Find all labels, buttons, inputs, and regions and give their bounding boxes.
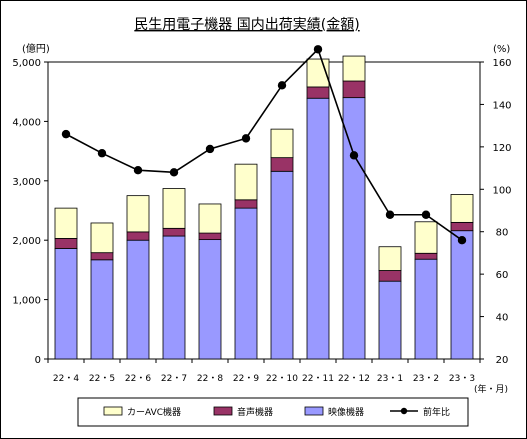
bar-video xyxy=(126,239,150,360)
point-yoy xyxy=(133,165,143,175)
x-tick-label: 22・7 xyxy=(161,374,187,384)
y-left-tick-label: 2,000 xyxy=(12,236,41,247)
x-tick-label: 22・12 xyxy=(338,374,370,384)
legend-label-yoy: 前年比 xyxy=(423,406,450,418)
x-tick-label: 22・6 xyxy=(125,374,151,384)
y-left-tick-label: 0 xyxy=(35,355,41,366)
bar-audio xyxy=(234,199,258,209)
bar-video xyxy=(162,235,186,360)
x-tick-label: 23・3 xyxy=(449,374,475,384)
y-right-tick-label: 140 xyxy=(492,100,511,111)
y-left-tick-label: 5,000 xyxy=(12,58,41,69)
bar-car-avc xyxy=(54,207,78,239)
bar-video xyxy=(342,97,366,360)
chart-title: 民生用電子機器 国内出荷実績(金額) xyxy=(134,17,359,33)
x-tick-label: 22・9 xyxy=(233,374,259,384)
bar-car-avc xyxy=(234,163,258,201)
y-right-tick-label: 60 xyxy=(496,270,509,281)
x-tick-label: 23・1 xyxy=(377,374,403,384)
legend-marker-yoy xyxy=(400,407,408,415)
bar-video xyxy=(90,259,114,360)
point-yoy xyxy=(385,210,395,219)
bar-car-avc xyxy=(378,246,402,271)
y-right-tick-label: 80 xyxy=(496,228,509,239)
bar-car-avc xyxy=(162,188,186,229)
bar-video xyxy=(234,207,258,360)
legend-swatch-video xyxy=(304,406,324,416)
point-yoy xyxy=(241,134,251,143)
bar-video xyxy=(270,170,294,360)
bar-car-avc xyxy=(90,222,114,254)
y-right-tick-label: 20 xyxy=(496,355,509,366)
legend-swatch-audio xyxy=(213,406,233,416)
x-tick-label: 22・10 xyxy=(266,374,298,384)
y-right-tick-label: 40 xyxy=(496,313,509,324)
bar-video xyxy=(450,230,474,360)
y-right-tick-label: 120 xyxy=(492,143,511,154)
point-yoy xyxy=(277,81,287,90)
bar-video xyxy=(306,97,330,360)
legend-label-audio: 音声機器 xyxy=(237,406,273,418)
x-tick-label: 22・11 xyxy=(302,374,334,384)
y-right-tick-label: 160 xyxy=(492,58,511,69)
x-tick-label: 23・2 xyxy=(413,374,439,384)
point-yoy xyxy=(61,129,71,139)
point-yoy xyxy=(97,149,107,158)
x-tick-label: 22・5 xyxy=(89,374,115,384)
y-left-unit: (億円) xyxy=(22,42,50,55)
legend-swatch-car-avc xyxy=(103,406,123,416)
bar-car-avc xyxy=(342,55,366,82)
y-right-tick-label: 100 xyxy=(492,185,511,196)
bar-video xyxy=(414,258,438,360)
bar-audio xyxy=(342,80,366,99)
bar-car-avc xyxy=(270,128,294,159)
bar-video xyxy=(54,248,78,360)
legend-label-car-avc: カーAVC機器 xyxy=(127,406,181,418)
bar-audio xyxy=(414,252,438,260)
bar-audio xyxy=(378,270,402,282)
bar-audio xyxy=(162,227,186,237)
bar-audio xyxy=(126,231,150,241)
x-tick-label: 22・4 xyxy=(53,374,79,384)
y-left-tick-label: 4,000 xyxy=(12,117,41,128)
bar-audio xyxy=(90,252,114,261)
bar-video xyxy=(378,280,402,360)
line-yoy xyxy=(65,47,463,241)
bar-audio xyxy=(198,232,222,241)
bar-audio xyxy=(450,221,474,232)
y-right-unit: (%) xyxy=(493,44,510,55)
bar-video xyxy=(198,239,222,360)
bar-audio xyxy=(306,86,330,99)
point-yoy xyxy=(421,210,431,219)
point-yoy xyxy=(349,151,359,160)
point-yoy xyxy=(313,45,323,54)
bar-car-avc xyxy=(198,203,222,234)
bar-car-avc xyxy=(450,194,474,223)
y-left-tick-label: 3,000 xyxy=(12,177,41,188)
point-yoy xyxy=(457,236,467,245)
plot-area: 0 1,000 2,000 3,000 4,000 5,000 20 40 60 80 100 120… xyxy=(12,45,512,384)
bar-car-avc xyxy=(126,195,150,233)
point-yoy xyxy=(169,168,179,177)
bar-audio xyxy=(270,157,294,172)
x-unit: (年・月) xyxy=(474,383,508,395)
legend-label-video: 映像機器 xyxy=(328,406,364,418)
bar-car-avc xyxy=(414,221,438,254)
bar-audio xyxy=(54,238,78,249)
x-tick-label: 22・8 xyxy=(197,374,223,384)
legend: カーAVC機器 音声機器 映像機器 前年比 xyxy=(77,397,469,427)
point-yoy xyxy=(205,144,215,154)
y-left-tick-label: 1,000 xyxy=(12,296,41,307)
